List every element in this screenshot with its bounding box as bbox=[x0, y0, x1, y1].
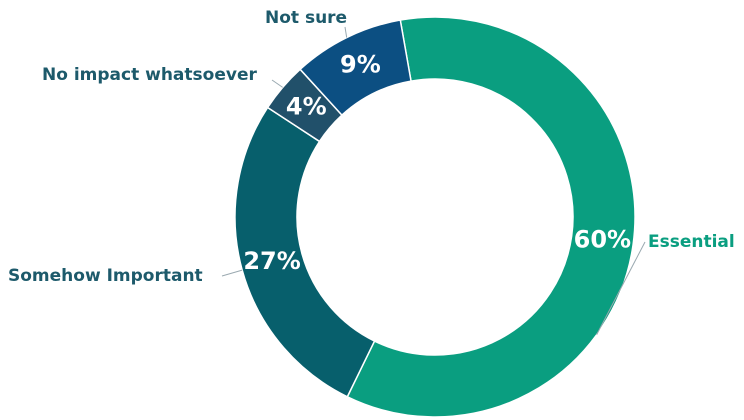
value-label: 60% bbox=[574, 226, 631, 254]
leader-line bbox=[221, 269, 243, 277]
leader-line bbox=[271, 79, 283, 88]
leader-line bbox=[596, 241, 646, 336]
value-label: 4% bbox=[286, 92, 327, 120]
category-label: Essential bbox=[648, 232, 735, 252]
category-label: Not sure bbox=[265, 8, 347, 28]
slice bbox=[299, 19, 412, 117]
category-label: Somehow Important bbox=[8, 266, 203, 286]
category-label: No impact whatsoever bbox=[42, 65, 257, 85]
leader-line bbox=[344, 26, 348, 38]
value-label: 9% bbox=[340, 50, 381, 78]
value-label: 27% bbox=[243, 247, 300, 275]
slice bbox=[346, 16, 636, 418]
slice bbox=[234, 106, 376, 398]
